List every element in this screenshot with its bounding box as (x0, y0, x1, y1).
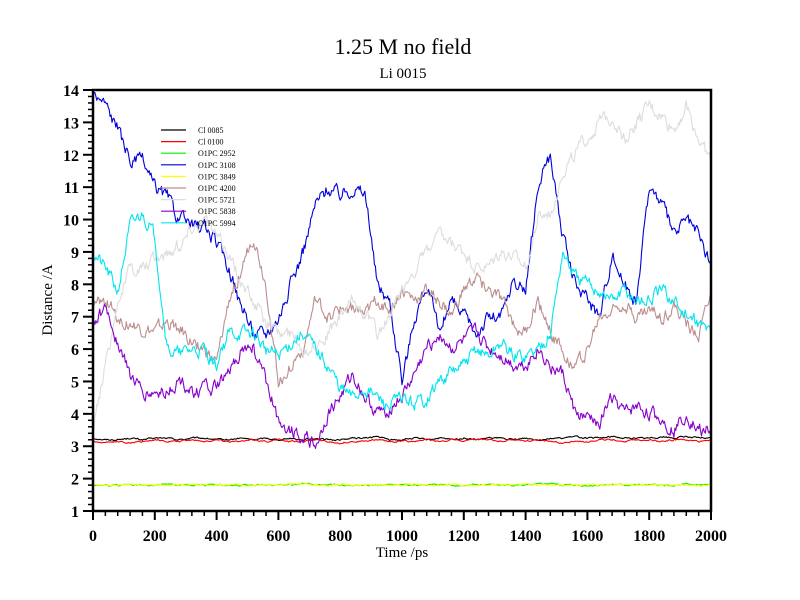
x-tick-label: 800 (328, 528, 352, 545)
legend-label: O1PC 4200 (198, 184, 236, 193)
chart-title: 1.25 M no field (335, 34, 472, 59)
y-tick-label: 11 (64, 180, 79, 197)
y-axis-label: Distance /A (40, 264, 56, 335)
x-tick-label: 1000 (386, 528, 418, 545)
x-tick-label: 600 (266, 528, 290, 545)
x-tick-label: 1200 (448, 528, 480, 545)
series-line-o1pc-4200 (92, 243, 712, 388)
x-tick-label: 1600 (571, 528, 603, 545)
y-tick-label: 8 (71, 277, 79, 294)
y-tick-label: 6 (71, 342, 79, 359)
y-tick-label: 14 (63, 83, 79, 100)
legend-label: O1PC 3849 (198, 172, 236, 181)
legend-label: O1PC 3108 (198, 161, 236, 170)
series-line-cl-0100 (92, 438, 712, 445)
y-tick-label: 12 (63, 148, 79, 165)
y-tick-label: 5 (71, 374, 79, 391)
y-tick-label: 7 (71, 310, 79, 327)
legend-label: Cl 0100 (198, 138, 224, 147)
series-line-o1pc-3849 (92, 482, 712, 487)
x-tick-label: 2000 (695, 528, 727, 545)
y-tick-label: 13 (63, 115, 79, 132)
legend-label: O1PC 5838 (198, 207, 236, 216)
series-line-o1pc-5721 (92, 100, 712, 433)
legend-label: O1PC 5721 (198, 196, 236, 205)
y-tick-label: 9 (71, 245, 79, 262)
x-axis-label: Time /ps (376, 545, 429, 561)
x-tick-label: 0 (89, 528, 97, 545)
y-tick-label: 10 (63, 213, 79, 230)
chart-subtitle: Li 0015 (379, 66, 426, 82)
legend-label: Cl 0085 (198, 126, 224, 135)
x-tick-label: 400 (205, 528, 229, 545)
x-tick-label: 200 (143, 528, 167, 545)
legend-label: O1PC 5994 (198, 219, 236, 228)
x-axis: 0 200 400 600 800 1000 1200 1400 1600 1800 2000 (89, 511, 727, 545)
legend: Cl 0085 Cl 0100 O1PC 2952 O1PC 3108 O1PC 384… (161, 126, 236, 228)
series-line-o1pc-5838 (92, 303, 712, 450)
y-tick-label: 2 (71, 472, 79, 489)
series-line-o1pc-5994 (92, 212, 712, 411)
series-line-cl-0085 (92, 435, 712, 442)
series-layer (92, 91, 712, 487)
y-tick-label: 4 (71, 407, 79, 424)
y-tick-label: 1 (71, 504, 79, 521)
legend-label: O1PC 2952 (198, 149, 236, 158)
y-tick-label: 3 (71, 439, 79, 456)
series-line-o1pc-3108 (92, 91, 712, 386)
x-tick-label: 1800 (633, 528, 665, 545)
x-tick-label: 1400 (510, 528, 542, 545)
